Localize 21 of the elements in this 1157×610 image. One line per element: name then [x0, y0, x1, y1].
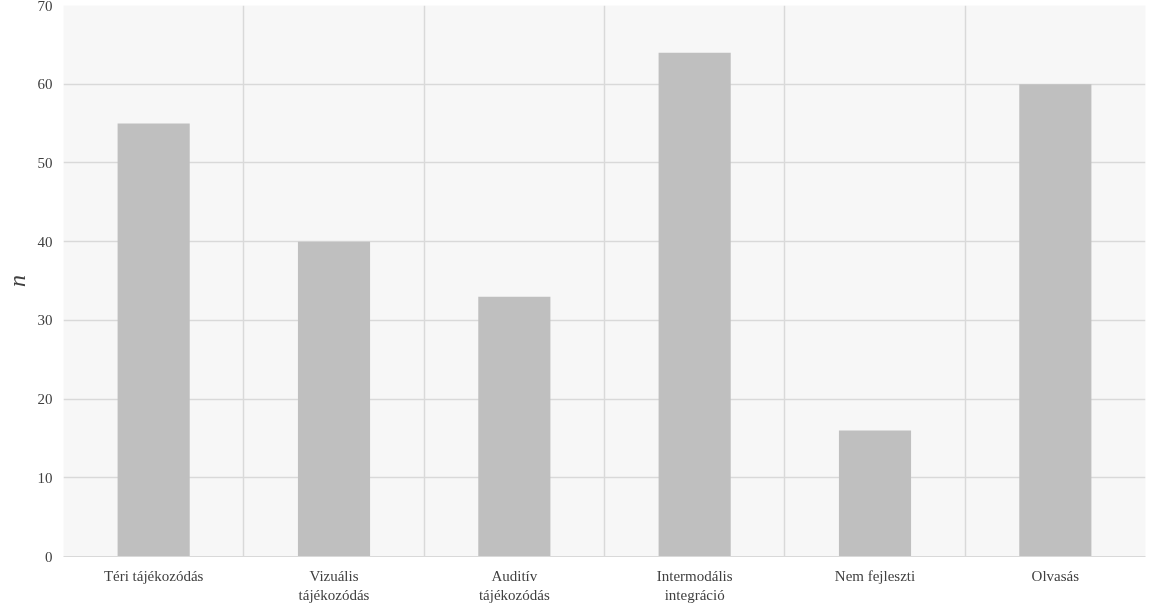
y-tick-label: 50 — [37, 154, 53, 171]
x-tick-label: Olvasás — [1031, 567, 1080, 584]
bar — [478, 296, 551, 557]
y-tick-label: 10 — [37, 469, 53, 486]
x-tick-label: Auditív tájékozódás — [478, 567, 550, 603]
x-tick-label: Téri tájékozódás — [103, 567, 204, 584]
bar — [838, 430, 912, 557]
bar — [1019, 84, 1092, 557]
y-tick-label: 40 — [37, 233, 53, 250]
y-tick-label: 0 — [45, 548, 53, 565]
x-tick-label: Nem fejleszti — [834, 567, 916, 584]
y-tick-label: 60 — [37, 76, 53, 93]
y-axis-title: n — [3, 275, 30, 287]
y-tick-label: 30 — [37, 312, 53, 329]
y-tick-label: 20 — [37, 391, 53, 408]
bar — [117, 123, 190, 557]
x-tick-label: Vizuális tájékozódás — [298, 567, 370, 603]
bar — [297, 241, 371, 557]
x-tick-label: Intermodális integráció — [656, 567, 733, 603]
y-tick-label: 70 — [37, 0, 53, 14]
bar — [658, 52, 731, 557]
